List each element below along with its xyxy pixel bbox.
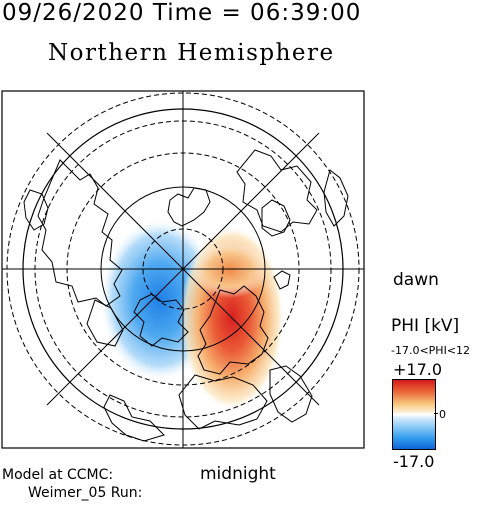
colorbar-zero-tick [434, 413, 438, 414]
colorbar-range: -17.0<PHI<12 [391, 345, 471, 356]
midnight-label: midnight [200, 464, 276, 484]
coastline-east [323, 169, 349, 227]
coastline-eurasia-north [197, 285, 269, 375]
run-label: Weimer_05 Run: [28, 485, 143, 501]
coastline-europe [236, 149, 318, 233]
colorbar-zero-label: 0 [439, 408, 446, 421]
coastline-svalbard [273, 270, 291, 290]
positive-potential-lobe [192, 242, 268, 298]
datetime-title: 09/26/2020 Time = 06:39:00 [2, 0, 362, 26]
model-label: Model at CCMC: [2, 467, 114, 483]
coastline-alaska [103, 394, 165, 442]
meridian-line [46, 132, 320, 406]
coastline-hudson [86, 299, 124, 347]
coastline-greenland [167, 187, 211, 227]
coastline-east-asia [269, 365, 313, 423]
coastline-scandinavia [261, 199, 291, 237]
coastline-north-america [37, 159, 123, 307]
colorbar-max-label: +17.0 [393, 360, 443, 379]
hemisphere-title: Northern Hemisphere [48, 40, 335, 66]
polar-potential-map [1, 90, 365, 449]
dawn-label: dawn [393, 270, 439, 290]
colorbar-min-label: -17.0 [393, 452, 435, 471]
coastline-canadian-arctic [133, 293, 189, 347]
coastline-siberia [178, 374, 268, 430]
colorbar [392, 379, 436, 450]
coastline-west [23, 189, 49, 231]
colorbar-title: PHI [kV] [391, 316, 460, 336]
